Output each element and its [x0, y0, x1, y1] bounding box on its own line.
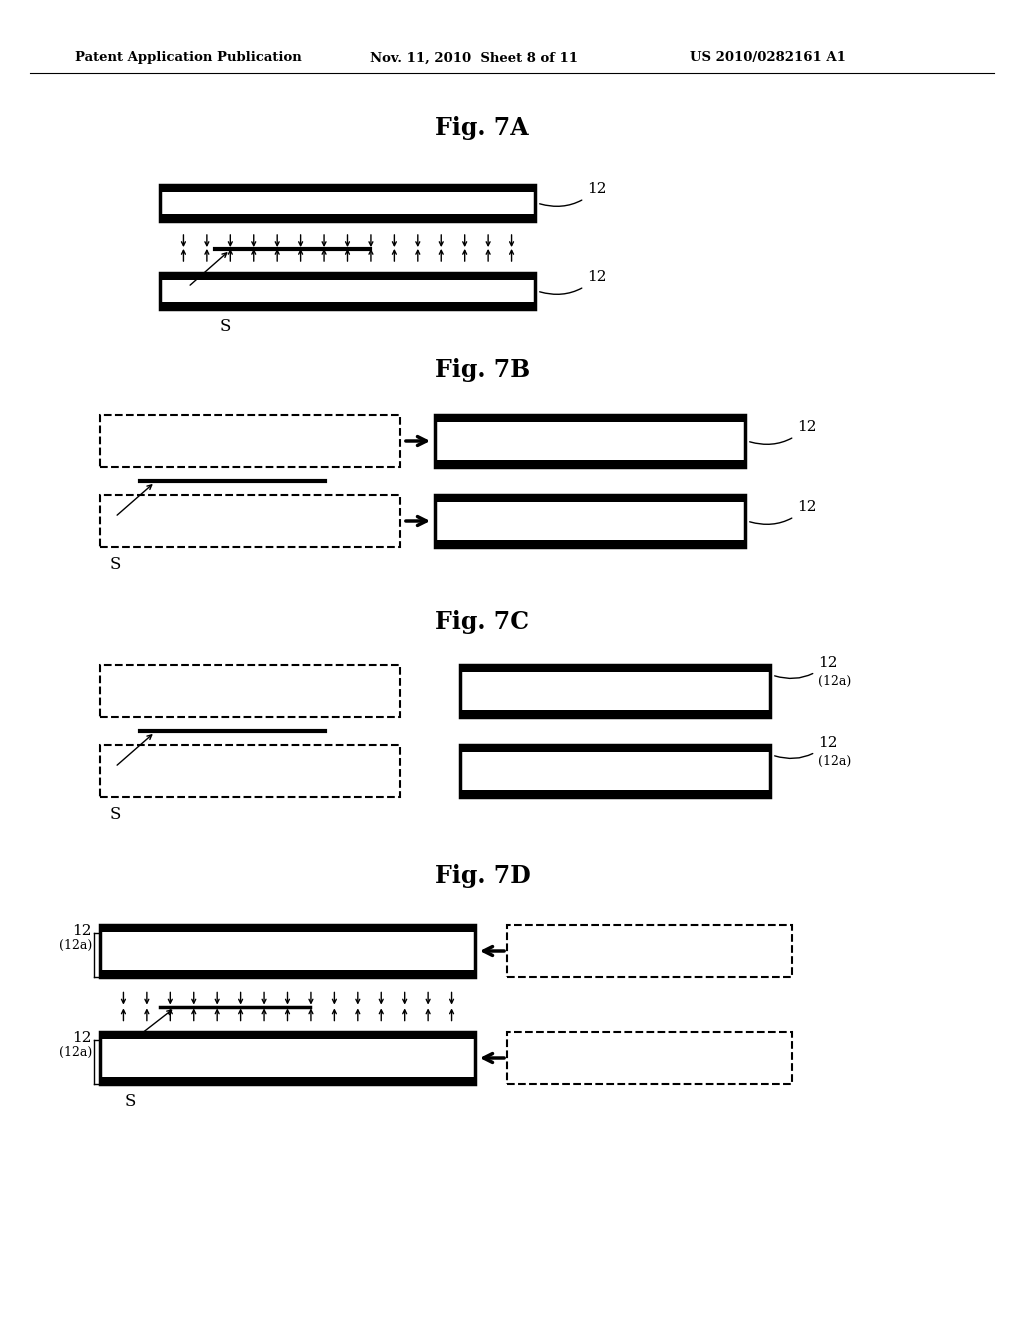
Text: Nov. 11, 2010  Sheet 8 of 11: Nov. 11, 2010 Sheet 8 of 11 — [370, 51, 578, 65]
Bar — [507, 1032, 792, 1084]
Bar — [435, 495, 745, 502]
Bar — [160, 214, 535, 220]
Bar — [435, 540, 745, 546]
Text: Fig. 7C: Fig. 7C — [435, 610, 529, 634]
Bar — [160, 273, 535, 280]
Text: 12: 12 — [540, 182, 606, 206]
Text: 12: 12 — [774, 737, 838, 759]
Bar — [100, 1032, 475, 1039]
Bar — [100, 414, 400, 467]
Text: 12: 12 — [750, 420, 816, 445]
Bar — [100, 925, 475, 977]
Text: Fig. 7B: Fig. 7B — [435, 358, 530, 381]
Bar — [160, 302, 535, 309]
Text: (12a): (12a) — [818, 675, 851, 688]
Bar — [160, 185, 535, 191]
Bar — [100, 744, 400, 797]
Text: (12a): (12a) — [58, 1045, 92, 1059]
Bar — [460, 744, 770, 797]
Text: 12: 12 — [73, 924, 92, 939]
Bar — [435, 414, 745, 467]
Bar — [100, 495, 400, 546]
Bar — [435, 459, 745, 467]
Bar — [100, 1032, 475, 1084]
Bar — [435, 495, 745, 546]
Text: (12a): (12a) — [58, 939, 92, 952]
Bar — [460, 744, 770, 752]
Text: S: S — [110, 556, 121, 573]
Bar — [460, 665, 770, 717]
Text: Fig. 7D: Fig. 7D — [435, 865, 530, 888]
Text: Patent Application Publication: Patent Application Publication — [75, 51, 302, 65]
Bar — [507, 925, 792, 977]
Text: 12: 12 — [540, 271, 606, 294]
Bar — [435, 414, 745, 422]
Bar — [100, 1077, 475, 1084]
Text: S: S — [110, 807, 121, 822]
Bar — [460, 710, 770, 717]
Text: S: S — [219, 318, 230, 335]
Bar — [100, 970, 475, 977]
Bar — [100, 665, 400, 717]
Text: Fig. 7A: Fig. 7A — [435, 116, 528, 140]
Text: (12a): (12a) — [818, 755, 851, 768]
Text: US 2010/0282161 A1: US 2010/0282161 A1 — [690, 51, 846, 65]
Bar — [460, 665, 770, 672]
Bar — [160, 185, 535, 220]
Text: 12: 12 — [774, 656, 838, 678]
Bar — [160, 273, 535, 309]
Text: 12: 12 — [750, 500, 816, 524]
Text: 12: 12 — [73, 1031, 92, 1045]
Text: S: S — [124, 1093, 136, 1110]
Bar — [460, 789, 770, 797]
Bar — [100, 925, 475, 932]
